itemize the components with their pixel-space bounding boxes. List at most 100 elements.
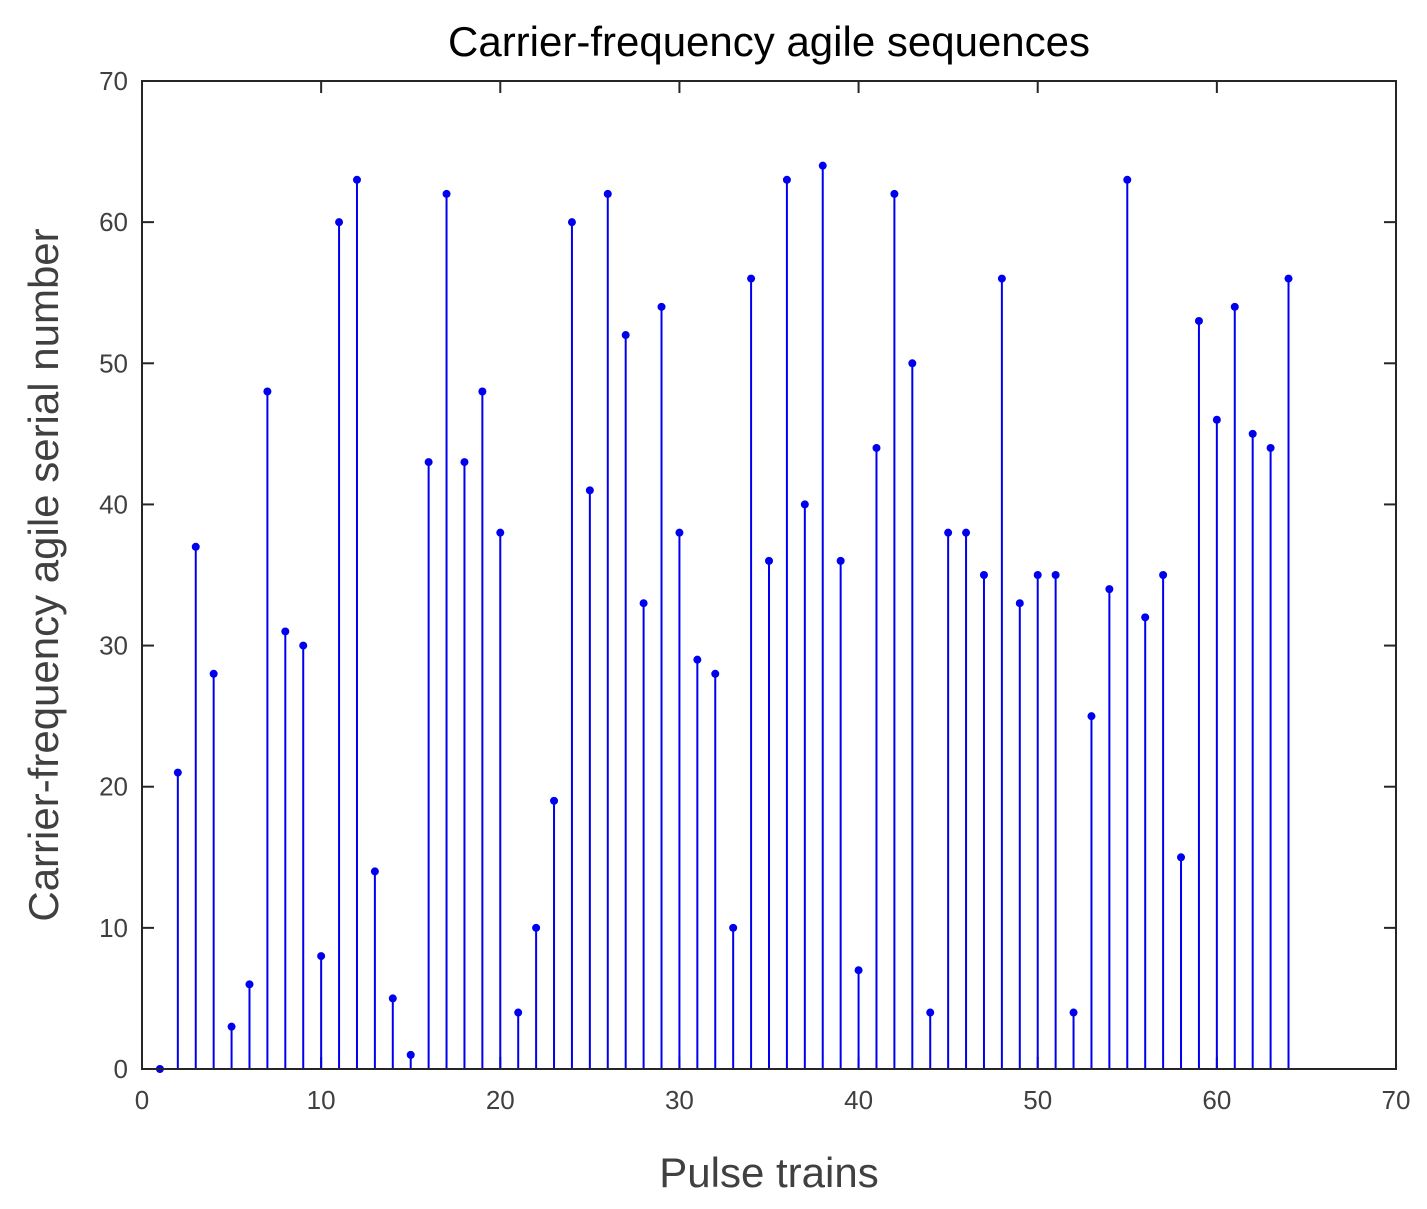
stem-marker xyxy=(711,669,720,678)
stem-marker xyxy=(370,867,379,876)
stem-43 xyxy=(908,359,917,1069)
stem-marker xyxy=(532,923,541,932)
tick-labels: 0 10 20 30 40 50 60 70 0 10 20 30 40 50 60 70 xyxy=(99,66,1410,1115)
stem-8 xyxy=(281,627,290,1069)
y-tick-label: 0 xyxy=(114,1054,128,1084)
stem-61 xyxy=(1230,302,1239,1069)
y-tick-label: 10 xyxy=(99,913,128,943)
stem-11 xyxy=(335,218,344,1069)
stem-marker xyxy=(173,768,182,777)
stem-48 xyxy=(997,274,1006,1069)
stem-marker xyxy=(299,641,308,650)
stem-marker xyxy=(352,175,361,184)
stem-marker xyxy=(1159,571,1168,579)
stem-2 xyxy=(173,768,182,1069)
stem-marker xyxy=(1230,302,1239,311)
stem-22 xyxy=(532,923,541,1069)
stem-30 xyxy=(675,528,684,1069)
stem-marker xyxy=(1141,613,1150,622)
stem-marker xyxy=(962,528,971,537)
stem-marker xyxy=(1212,415,1221,424)
stem-25 xyxy=(585,486,594,1069)
stem-41 xyxy=(872,443,881,1069)
stem-60 xyxy=(1212,415,1221,1069)
stem-47 xyxy=(979,571,988,1069)
stem-marker xyxy=(460,458,469,467)
stem-marker xyxy=(585,486,594,495)
x-tick-label: 30 xyxy=(665,1085,694,1115)
stem-marker xyxy=(908,359,917,368)
stem-marker xyxy=(514,1008,523,1017)
x-tick-label: 0 xyxy=(135,1085,149,1115)
stem-marker xyxy=(281,627,290,636)
stem-marker xyxy=(997,274,1006,283)
stem-marker xyxy=(765,556,773,565)
plot-frame xyxy=(141,80,1397,1070)
stem-marker xyxy=(890,189,899,198)
stem-63 xyxy=(1266,443,1275,1069)
stem-marker xyxy=(926,1008,935,1017)
stem-marker xyxy=(1087,712,1096,721)
stem-marker xyxy=(227,1022,236,1031)
stem-marker xyxy=(245,980,254,989)
stem-46 xyxy=(962,528,971,1069)
stem-marker xyxy=(1194,316,1203,325)
stem-40 xyxy=(854,966,863,1069)
stem-58 xyxy=(1177,853,1186,1069)
stem-marker xyxy=(782,175,791,184)
stem-28 xyxy=(639,599,648,1069)
stem-19 xyxy=(478,387,487,1069)
stem-42 xyxy=(890,189,899,1069)
stem-45 xyxy=(944,528,953,1069)
stem-36 xyxy=(782,175,791,1069)
stem-29 xyxy=(657,302,666,1069)
stem-marker xyxy=(1051,571,1060,579)
x-tick-label: 40 xyxy=(844,1085,873,1115)
stem-marker xyxy=(1015,599,1024,608)
stem-marker xyxy=(729,923,738,932)
stem-54 xyxy=(1105,585,1114,1069)
y-tick-label: 70 xyxy=(99,66,128,96)
stem-32 xyxy=(711,669,720,1069)
stem-23 xyxy=(550,796,559,1069)
stem-marker xyxy=(388,994,397,1003)
x-tick-label: 20 xyxy=(486,1085,515,1115)
x-tick-label: 50 xyxy=(1023,1085,1052,1115)
stem-marker xyxy=(406,1050,415,1059)
stem-55 xyxy=(1123,175,1132,1069)
stem-33 xyxy=(729,923,738,1069)
stem-marker xyxy=(818,161,827,170)
stem-6 xyxy=(245,980,254,1069)
y-tick-label: 40 xyxy=(99,489,128,519)
stem-marker xyxy=(209,669,218,678)
stem-15 xyxy=(406,1050,415,1069)
stem-62 xyxy=(1248,429,1257,1069)
stem-marker xyxy=(1177,853,1186,862)
stem-marker xyxy=(693,655,702,664)
stem-37 xyxy=(800,500,809,1069)
stem-21 xyxy=(514,1008,523,1069)
stem-64 xyxy=(1284,274,1293,1069)
stem-50 xyxy=(1033,571,1042,1069)
stem-marker xyxy=(675,528,684,537)
stem-marker xyxy=(1105,585,1114,594)
stem-marker xyxy=(1033,571,1042,579)
stem-5 xyxy=(227,1022,236,1069)
stem-56 xyxy=(1141,613,1150,1069)
stem-marker xyxy=(317,952,326,961)
stem-26 xyxy=(603,189,612,1069)
stems xyxy=(155,161,1293,1073)
stem-marker xyxy=(639,599,648,608)
stem-17 xyxy=(442,189,451,1069)
stem-marker xyxy=(979,571,988,579)
stem-18 xyxy=(460,458,469,1069)
stem-10 xyxy=(317,952,326,1069)
stem-12 xyxy=(352,175,361,1069)
stem-marker xyxy=(657,302,666,311)
stem-3 xyxy=(191,542,200,1069)
stem-marker xyxy=(621,331,630,340)
stem-13 xyxy=(370,867,379,1069)
stem-7 xyxy=(263,387,272,1069)
chart-title: Carrier-frequency agile sequences xyxy=(448,18,1090,65)
